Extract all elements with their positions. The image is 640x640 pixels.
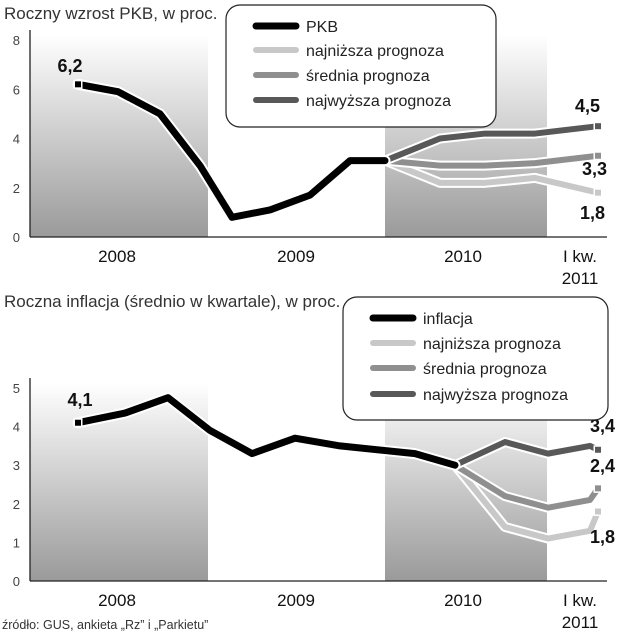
legend-label: średnia prognoza [306, 68, 430, 85]
y-tick-label: 3 [13, 458, 20, 473]
y-tick-label: 5 [13, 381, 20, 396]
data-label: 2,4 [590, 456, 615, 476]
legend-box [225, 4, 497, 128]
x-tick-label: 2008 [98, 247, 136, 266]
data-label: 1,8 [590, 527, 615, 547]
legend-box [342, 296, 609, 421]
chart-title: Roczna inflacja (średnio w kwartale), w … [4, 292, 340, 311]
series-line-3 [382, 152, 601, 169]
y-tick-label: 2 [13, 497, 20, 512]
y-tick-label: 6 [13, 82, 20, 97]
x-tick-label: 2009 [277, 591, 315, 610]
series-line-1 [74, 394, 459, 469]
x-tick-label: 2011 [562, 613, 599, 632]
chart-title: Roczny wzrost PKB, w proc. [4, 4, 218, 23]
data-point [75, 81, 81, 88]
data-point [595, 508, 601, 515]
data-point [75, 419, 81, 426]
series-line-3 [452, 462, 601, 511]
x-tick-label: 2011 [562, 269, 599, 288]
legend-label: inflacja [423, 311, 473, 328]
source-note: źródło: GUS, ankieta „Rz” i „Parkietu” [2, 618, 209, 632]
data-point [595, 446, 601, 453]
legend-label: najwyższa prognoza [423, 387, 568, 404]
y-tick-label: 8 [13, 33, 20, 48]
x-tick-label: I kw. [563, 247, 597, 266]
data-label: 6,2 [57, 56, 82, 76]
legend-label: średnia prognoza [423, 361, 547, 378]
x-tick-label: 2010 [444, 591, 482, 610]
series-line-2 [382, 157, 601, 196]
legend-label: najwyższa prognoza [306, 93, 451, 110]
series-line-4 [452, 439, 601, 469]
data-point [595, 189, 601, 196]
y-tick-label: 4 [13, 132, 20, 147]
data-point [595, 123, 601, 130]
legend-label: PKB [306, 19, 338, 36]
legend-label: najniższa prognoza [423, 336, 561, 353]
x-tick-label: I kw. [563, 591, 597, 610]
x-tick-label: 2009 [277, 247, 315, 266]
y-tick-label: 4 [13, 420, 20, 435]
x-tick-label: 2010 [444, 247, 482, 266]
chart-panel-2: Roczna inflacja (średnio w kwartale), w … [4, 292, 615, 632]
series-line-2 [452, 462, 601, 542]
legend-label: najniższa prognoza [306, 43, 444, 60]
data-label: 3,3 [582, 159, 607, 179]
data-label: 3,4 [590, 416, 615, 436]
chart-panel-1: Roczny wzrost PKB, w proc. 0 2 4 6 8 2008 2009 2… [4, 4, 607, 288]
data-point [595, 152, 601, 159]
series-line-4 [382, 123, 601, 164]
y-tick-label: 1 [13, 535, 20, 550]
y-tick-label: 0 [13, 574, 20, 589]
y-tick-label: 0 [13, 230, 20, 245]
data-label: 1,8 [580, 203, 605, 223]
data-label: 4,1 [67, 390, 92, 410]
y-tick-label: 2 [13, 181, 20, 196]
series-line-1 [74, 80, 389, 221]
x-tick-label: 2008 [98, 591, 136, 610]
data-label: 4,5 [575, 96, 600, 116]
data-point [595, 485, 601, 492]
